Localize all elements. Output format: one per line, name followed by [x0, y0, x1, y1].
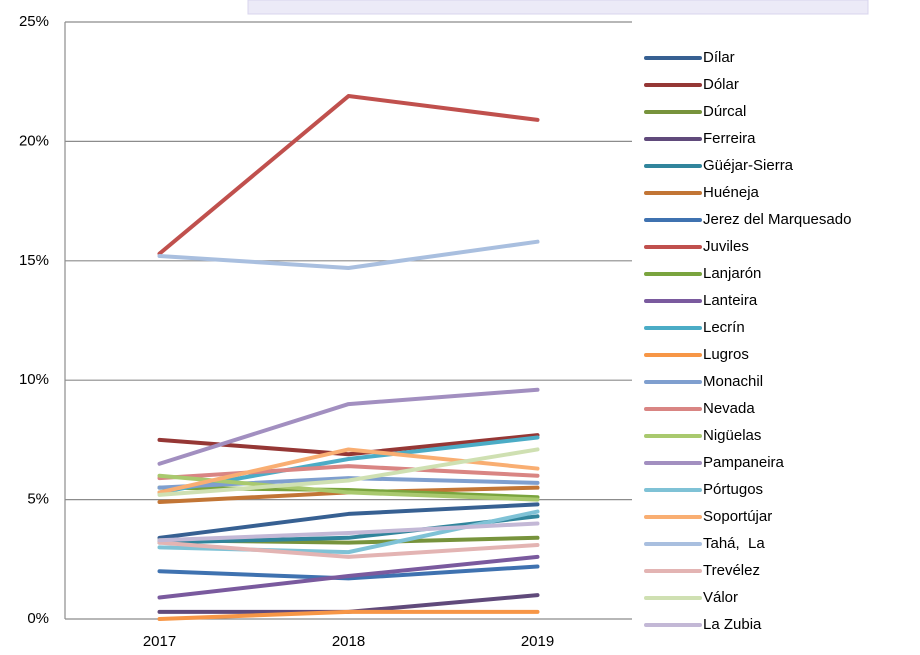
legend-label: Soportújar	[703, 508, 772, 525]
legend-label: Jerez del Marquesado	[703, 211, 851, 228]
legend-label: Pampaneira	[703, 454, 785, 471]
legend-label: Lanteira	[703, 292, 758, 309]
legend-label: Pórtugos	[703, 481, 763, 498]
legend-label: Lugros	[703, 346, 749, 363]
series-line	[157, 521, 540, 543]
y-tick-label: 5%	[27, 491, 49, 508]
legend-label: Tahá, La	[703, 535, 765, 552]
legend-label: Nevada	[703, 400, 755, 417]
series-line	[157, 609, 540, 621]
series-line	[157, 593, 540, 614]
series-line	[157, 476, 540, 490]
legend-label: Ferreira	[703, 130, 756, 147]
legend-label: Güéjar-Sierra	[703, 157, 794, 174]
series-line	[157, 387, 540, 466]
series-line	[157, 540, 540, 559]
series-line	[157, 447, 540, 497]
x-tick-label: 2018	[332, 633, 365, 650]
y-tick-label: 20%	[19, 132, 49, 149]
series-line	[157, 239, 540, 270]
legend-label: Dúrcal	[703, 103, 746, 120]
legend-label: Dólar	[703, 76, 739, 93]
legend-label: Trevélez	[703, 562, 760, 579]
y-tick-label: 0%	[27, 610, 49, 627]
series-line	[157, 502, 540, 540]
legend-label: Huéneja	[703, 184, 760, 201]
series-line	[157, 447, 540, 495]
legend-label: Nigüelas	[703, 427, 761, 444]
series-line	[157, 464, 540, 481]
legend-label: La Zubia	[703, 616, 762, 633]
series-line	[157, 94, 540, 256]
series-line	[157, 564, 540, 581]
series-line	[157, 473, 540, 502]
y-tick-label: 10%	[19, 371, 49, 388]
x-tick-label: 2017	[143, 633, 176, 650]
legend-label: Juviles	[703, 238, 749, 255]
legend-label: Lanjarón	[703, 265, 761, 282]
title-placeholder	[247, 0, 869, 15]
legend-label: Dílar	[703, 49, 735, 66]
y-tick-label: 25%	[19, 13, 49, 30]
legend-label: Lecrín	[703, 319, 745, 336]
x-tick-label: 2019	[521, 633, 554, 650]
legend-label: Válor	[703, 589, 738, 606]
legend-label: Monachil	[703, 373, 763, 390]
y-tick-label: 15%	[19, 252, 49, 269]
series-line	[157, 554, 540, 600]
